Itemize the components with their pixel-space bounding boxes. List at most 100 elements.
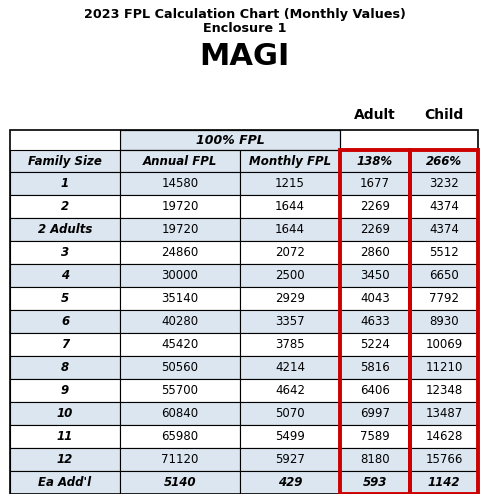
- Text: 8: 8: [61, 361, 69, 374]
- Text: 10: 10: [57, 407, 73, 420]
- Text: 2 Adults: 2 Adults: [38, 223, 92, 236]
- Bar: [10, 402, 120, 425]
- Bar: [240, 448, 339, 471]
- Text: 2500: 2500: [275, 269, 304, 282]
- Bar: [120, 130, 339, 150]
- Text: 4374: 4374: [428, 223, 458, 236]
- Text: 138%: 138%: [356, 155, 392, 167]
- Text: 8930: 8930: [428, 315, 458, 328]
- Text: Child: Child: [424, 108, 463, 122]
- Bar: [10, 264, 120, 287]
- Text: 35140: 35140: [161, 292, 198, 305]
- Bar: [409, 287, 477, 310]
- Text: 14628: 14628: [425, 430, 462, 443]
- Bar: [409, 448, 477, 471]
- Text: Enclosure 1: Enclosure 1: [203, 22, 285, 35]
- Bar: [120, 310, 240, 333]
- Text: 65980: 65980: [161, 430, 198, 443]
- Text: 3785: 3785: [275, 338, 304, 351]
- Bar: [409, 310, 477, 333]
- Bar: [120, 402, 240, 425]
- Bar: [10, 310, 120, 333]
- Bar: [240, 310, 339, 333]
- Text: 4043: 4043: [359, 292, 389, 305]
- Text: 24860: 24860: [161, 246, 198, 259]
- Bar: [120, 241, 240, 264]
- Bar: [339, 150, 409, 172]
- Text: 1142: 1142: [427, 476, 459, 489]
- Text: 1: 1: [61, 177, 69, 190]
- Bar: [10, 448, 120, 471]
- Bar: [339, 379, 409, 402]
- Bar: [120, 425, 240, 448]
- Text: 4214: 4214: [274, 361, 305, 374]
- Bar: [339, 218, 409, 241]
- Text: 6997: 6997: [359, 407, 389, 420]
- Text: 2929: 2929: [274, 292, 305, 305]
- Text: 1215: 1215: [274, 177, 305, 190]
- Text: 12: 12: [57, 453, 73, 466]
- Text: 19720: 19720: [161, 200, 198, 213]
- Bar: [339, 471, 409, 494]
- Text: 100% FPL: 100% FPL: [195, 133, 264, 147]
- Bar: [240, 402, 339, 425]
- Text: 7: 7: [61, 338, 69, 351]
- Bar: [240, 172, 339, 195]
- Text: 1644: 1644: [274, 223, 305, 236]
- Bar: [240, 264, 339, 287]
- Text: 3232: 3232: [428, 177, 458, 190]
- Bar: [10, 471, 120, 494]
- Text: 10069: 10069: [425, 338, 462, 351]
- Bar: [240, 379, 339, 402]
- Bar: [339, 287, 409, 310]
- Bar: [120, 195, 240, 218]
- Bar: [240, 425, 339, 448]
- Bar: [409, 150, 477, 172]
- Text: 3357: 3357: [275, 315, 304, 328]
- Bar: [10, 333, 120, 356]
- Text: 11: 11: [57, 430, 73, 443]
- Text: 12348: 12348: [425, 384, 462, 397]
- Text: 15766: 15766: [425, 453, 462, 466]
- Text: 2860: 2860: [359, 246, 389, 259]
- Text: 2269: 2269: [359, 200, 389, 213]
- Text: 593: 593: [362, 476, 386, 489]
- Bar: [10, 195, 120, 218]
- Bar: [339, 425, 409, 448]
- Bar: [120, 218, 240, 241]
- Text: 2072: 2072: [274, 246, 305, 259]
- Bar: [120, 379, 240, 402]
- Text: Annual FPL: Annual FPL: [142, 155, 217, 167]
- Text: 2: 2: [61, 200, 69, 213]
- Text: 7589: 7589: [359, 430, 389, 443]
- Text: 7792: 7792: [428, 292, 458, 305]
- Bar: [240, 356, 339, 379]
- Text: 4374: 4374: [428, 200, 458, 213]
- Text: Family Size: Family Size: [28, 155, 102, 167]
- Text: 1677: 1677: [359, 177, 389, 190]
- Bar: [409, 264, 477, 287]
- Text: 5816: 5816: [359, 361, 389, 374]
- Text: 45420: 45420: [161, 338, 198, 351]
- Text: Adult: Adult: [353, 108, 395, 122]
- Bar: [10, 287, 120, 310]
- Bar: [409, 402, 477, 425]
- Text: 6: 6: [61, 315, 69, 328]
- Bar: [10, 150, 120, 172]
- Text: 2023 FPL Calculation Chart (Monthly Values): 2023 FPL Calculation Chart (Monthly Valu…: [83, 8, 405, 21]
- Bar: [409, 195, 477, 218]
- Text: 71120: 71120: [161, 453, 198, 466]
- Bar: [10, 130, 477, 494]
- Bar: [240, 218, 339, 241]
- Bar: [120, 356, 240, 379]
- Text: 40280: 40280: [161, 315, 198, 328]
- Text: 50560: 50560: [161, 361, 198, 374]
- Text: Ea Add'l: Ea Add'l: [39, 476, 91, 489]
- Bar: [120, 130, 339, 150]
- Bar: [409, 218, 477, 241]
- Text: 14580: 14580: [161, 177, 198, 190]
- Bar: [409, 356, 477, 379]
- Text: 55700: 55700: [161, 384, 198, 397]
- Bar: [10, 130, 120, 150]
- Bar: [339, 241, 409, 264]
